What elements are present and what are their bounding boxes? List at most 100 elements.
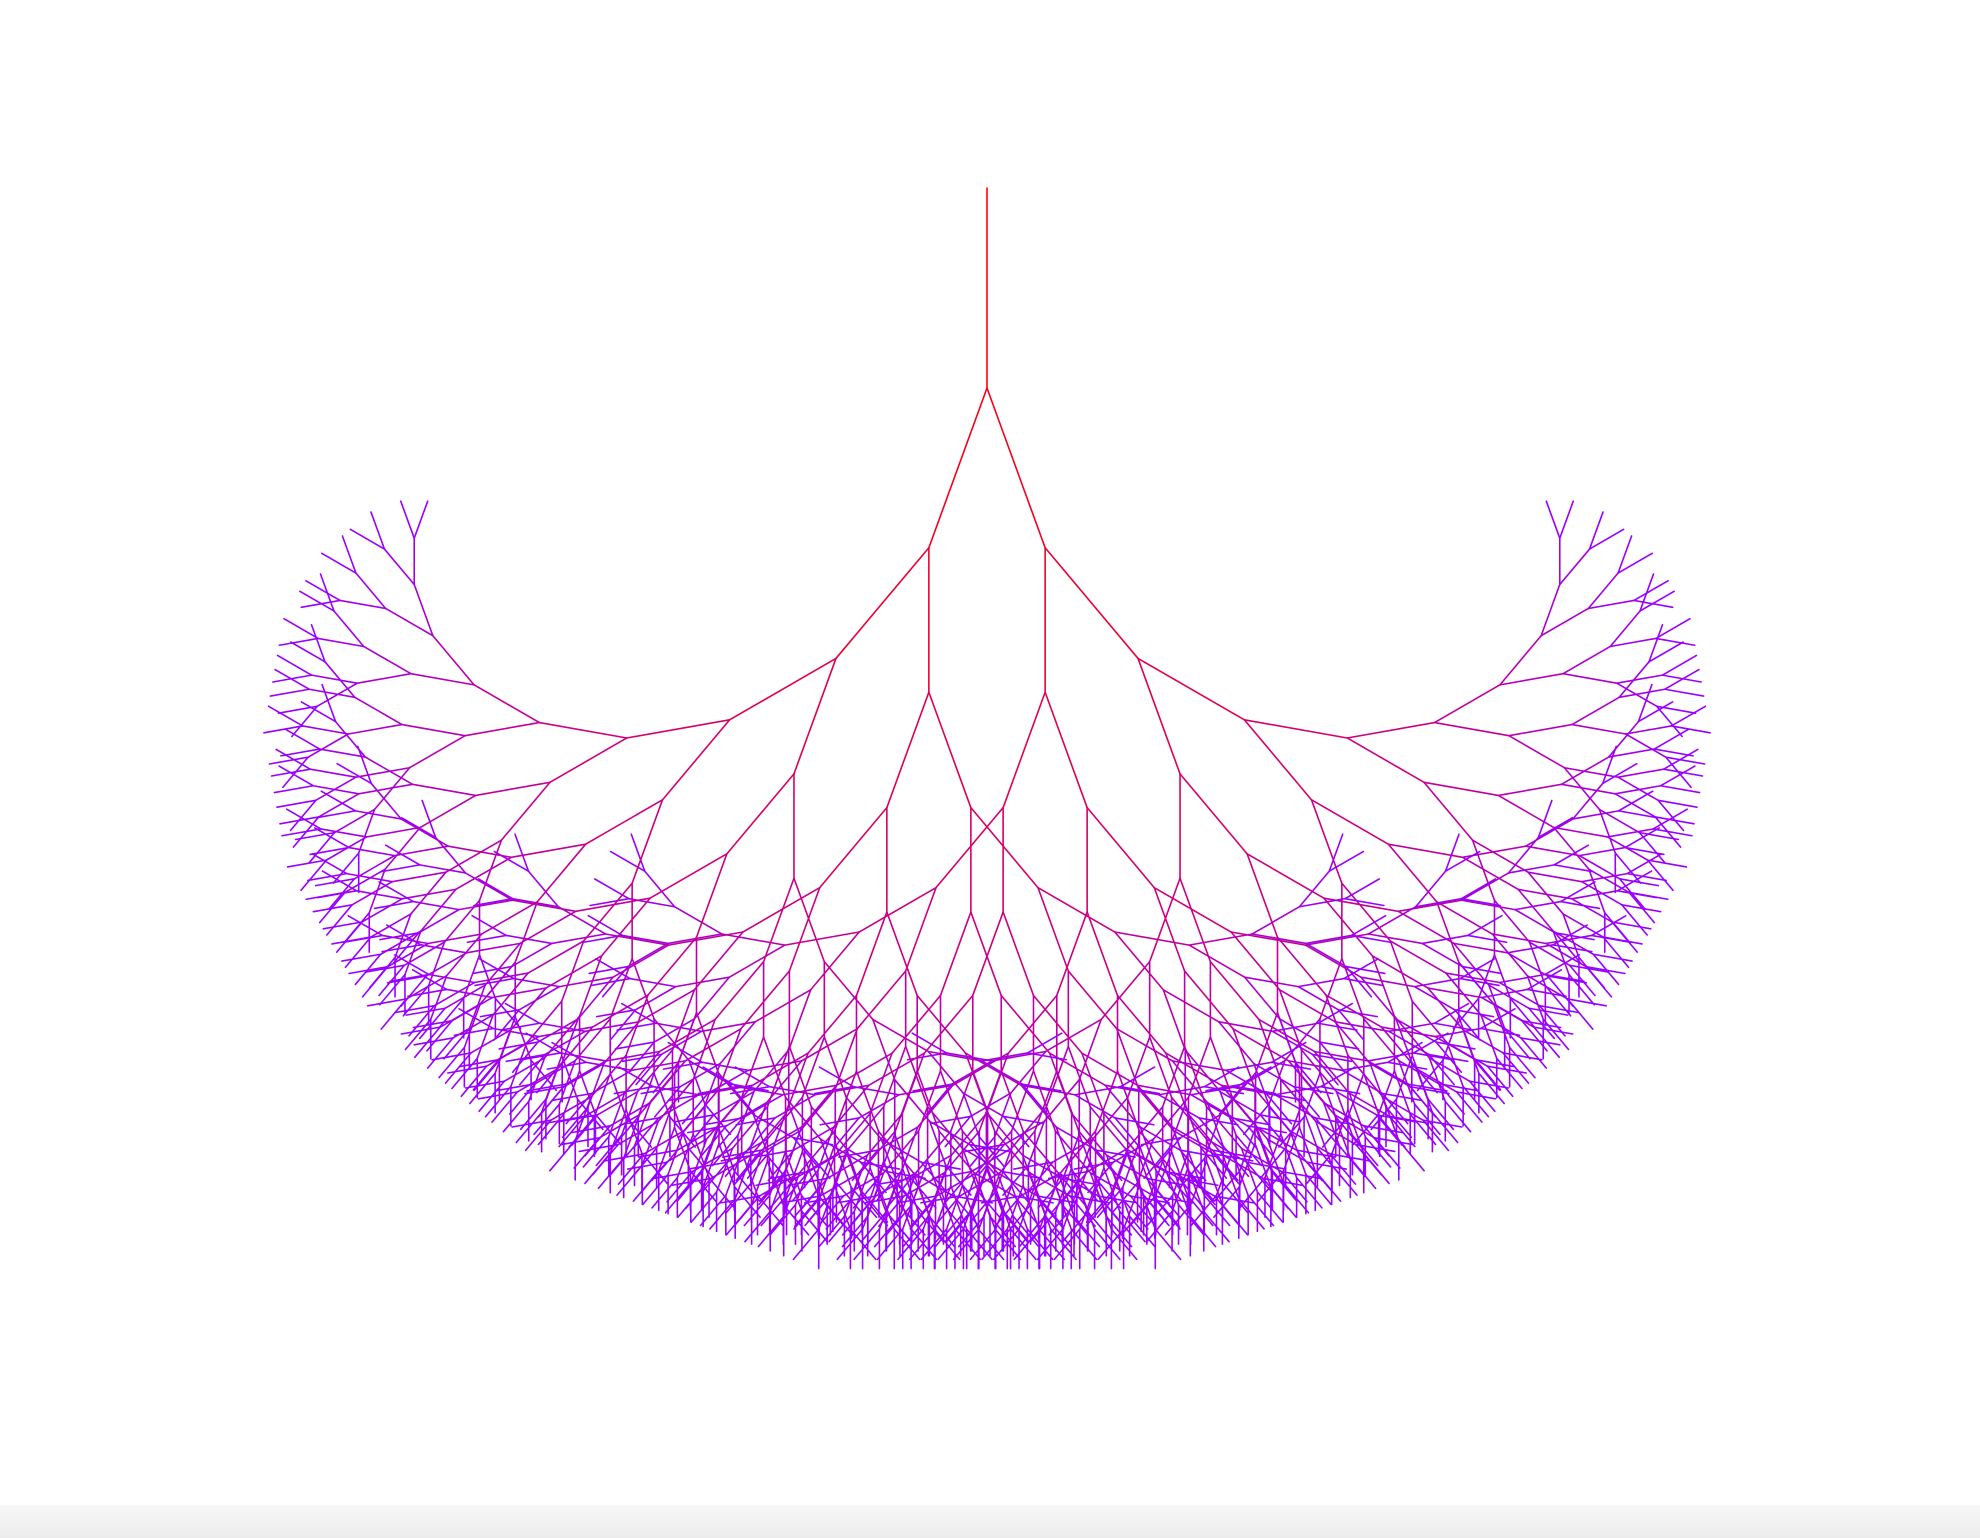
tree-branch [878,1184,897,1230]
tree-branch [1164,1170,1192,1203]
tree-branch [667,1130,685,1176]
tree-branch [928,1215,956,1248]
tree-branch [1493,954,1512,1000]
tree-branch [1246,1124,1288,1134]
tree-branch [1138,1154,1156,1200]
tree-branch [752,1049,790,1093]
tree-branch [1387,1061,1428,1070]
tree-branch [859,1161,887,1194]
tree-branch [1362,1124,1404,1134]
tree-branch [1032,994,1083,1055]
tree-branch [836,1195,877,1204]
tree-branch [1369,1062,1412,1088]
tree-branch [1409,1113,1437,1146]
tree-branch [1203,1194,1231,1227]
tree-branch [1178,1177,1206,1210]
tree-branch [1388,1115,1430,1125]
tree-branch [1526,988,1567,998]
tree-branch [1318,1041,1360,1050]
tree-branch [1367,1052,1415,1062]
tree-branch [855,911,888,997]
tree-branch [1179,773,1248,855]
tree-branch [986,1112,1024,1157]
tree-branch [1280,1170,1308,1203]
tree-branch [336,762,373,785]
window-bottom-edge [0,1505,1980,1538]
tree-branch [643,870,676,908]
tree-branch [1387,843,1438,903]
tree-branch [1423,781,1474,841]
tree-branch [326,904,353,936]
tree-branch [882,1045,907,1108]
tree-branch [584,799,664,846]
tree-branch [1171,1060,1227,1072]
tree-branch [443,1027,471,1060]
tree-branch [1389,940,1447,974]
tree-branch [1074,1093,1116,1119]
tree-branch [981,1060,1023,1085]
tree-branch [466,934,507,944]
tree-branch [638,1072,676,1116]
tree-branch [1009,1050,1047,1095]
tree-branch [1073,1215,1101,1248]
tree-branch [469,1072,496,1105]
tree-branch [1310,799,1390,846]
tree-branch [871,1018,930,1053]
tree-branch [616,1164,644,1196]
tree-branch [434,836,467,874]
tree-branch [300,859,328,892]
tree-branch [1265,1092,1293,1125]
tree-branch [562,1069,581,1116]
tree-branch [1243,976,1300,988]
tree-branch [917,1070,942,1132]
tree-branch [462,954,481,1000]
tree-branch [1118,1210,1146,1243]
tree-branch [613,1085,655,1095]
tree-branch [1526,974,1545,1021]
tree-branch [491,1091,519,1123]
tree-branch [1508,723,1573,737]
tree-branch [627,942,669,968]
tree-branch [1114,1117,1155,1126]
tree-branch [1268,1106,1296,1139]
tree-branch [505,934,553,945]
tree-branch [803,1147,831,1180]
tree-branch [669,1116,697,1148]
tree-branch [404,1018,432,1051]
tree-branch [300,701,337,723]
tree-branch [391,871,447,883]
tree-branch [1537,799,1553,839]
tree-branch [712,1090,755,1116]
tree-branch [1497,783,1563,797]
tree-branch [1328,833,1344,873]
tree-branch [916,994,967,1055]
tree-branch [1528,941,1547,987]
tree-branch [1653,728,1690,750]
tree-branch [428,973,476,984]
tree-branch [728,1083,769,1092]
tree-branch [852,1176,880,1209]
tree-branch [880,1138,923,1164]
tree-branch [1633,579,1669,602]
tree-branch [705,1096,743,1140]
tree-branch [1615,674,1664,684]
tree-branch [1002,1164,1030,1196]
tree-branch [347,914,384,937]
tree-branch [369,913,412,938]
tree-branch [273,784,315,794]
tree-branch [1104,1084,1142,1128]
tree-branch [1381,1092,1422,1102]
tree-branch [419,888,457,932]
tree-branch [938,1130,975,1174]
tree-branch [478,839,503,902]
tree-branch [1626,872,1667,882]
tree-branch [1375,1114,1417,1123]
tree-branch [849,1228,877,1261]
tree-branch [307,733,350,758]
tree-branch [477,878,514,900]
tree-branch [1413,1103,1441,1136]
tree-branch [750,1160,769,1206]
tree-branch [652,1085,700,1096]
tree-branch [315,810,357,819]
tree-branch [527,940,585,974]
